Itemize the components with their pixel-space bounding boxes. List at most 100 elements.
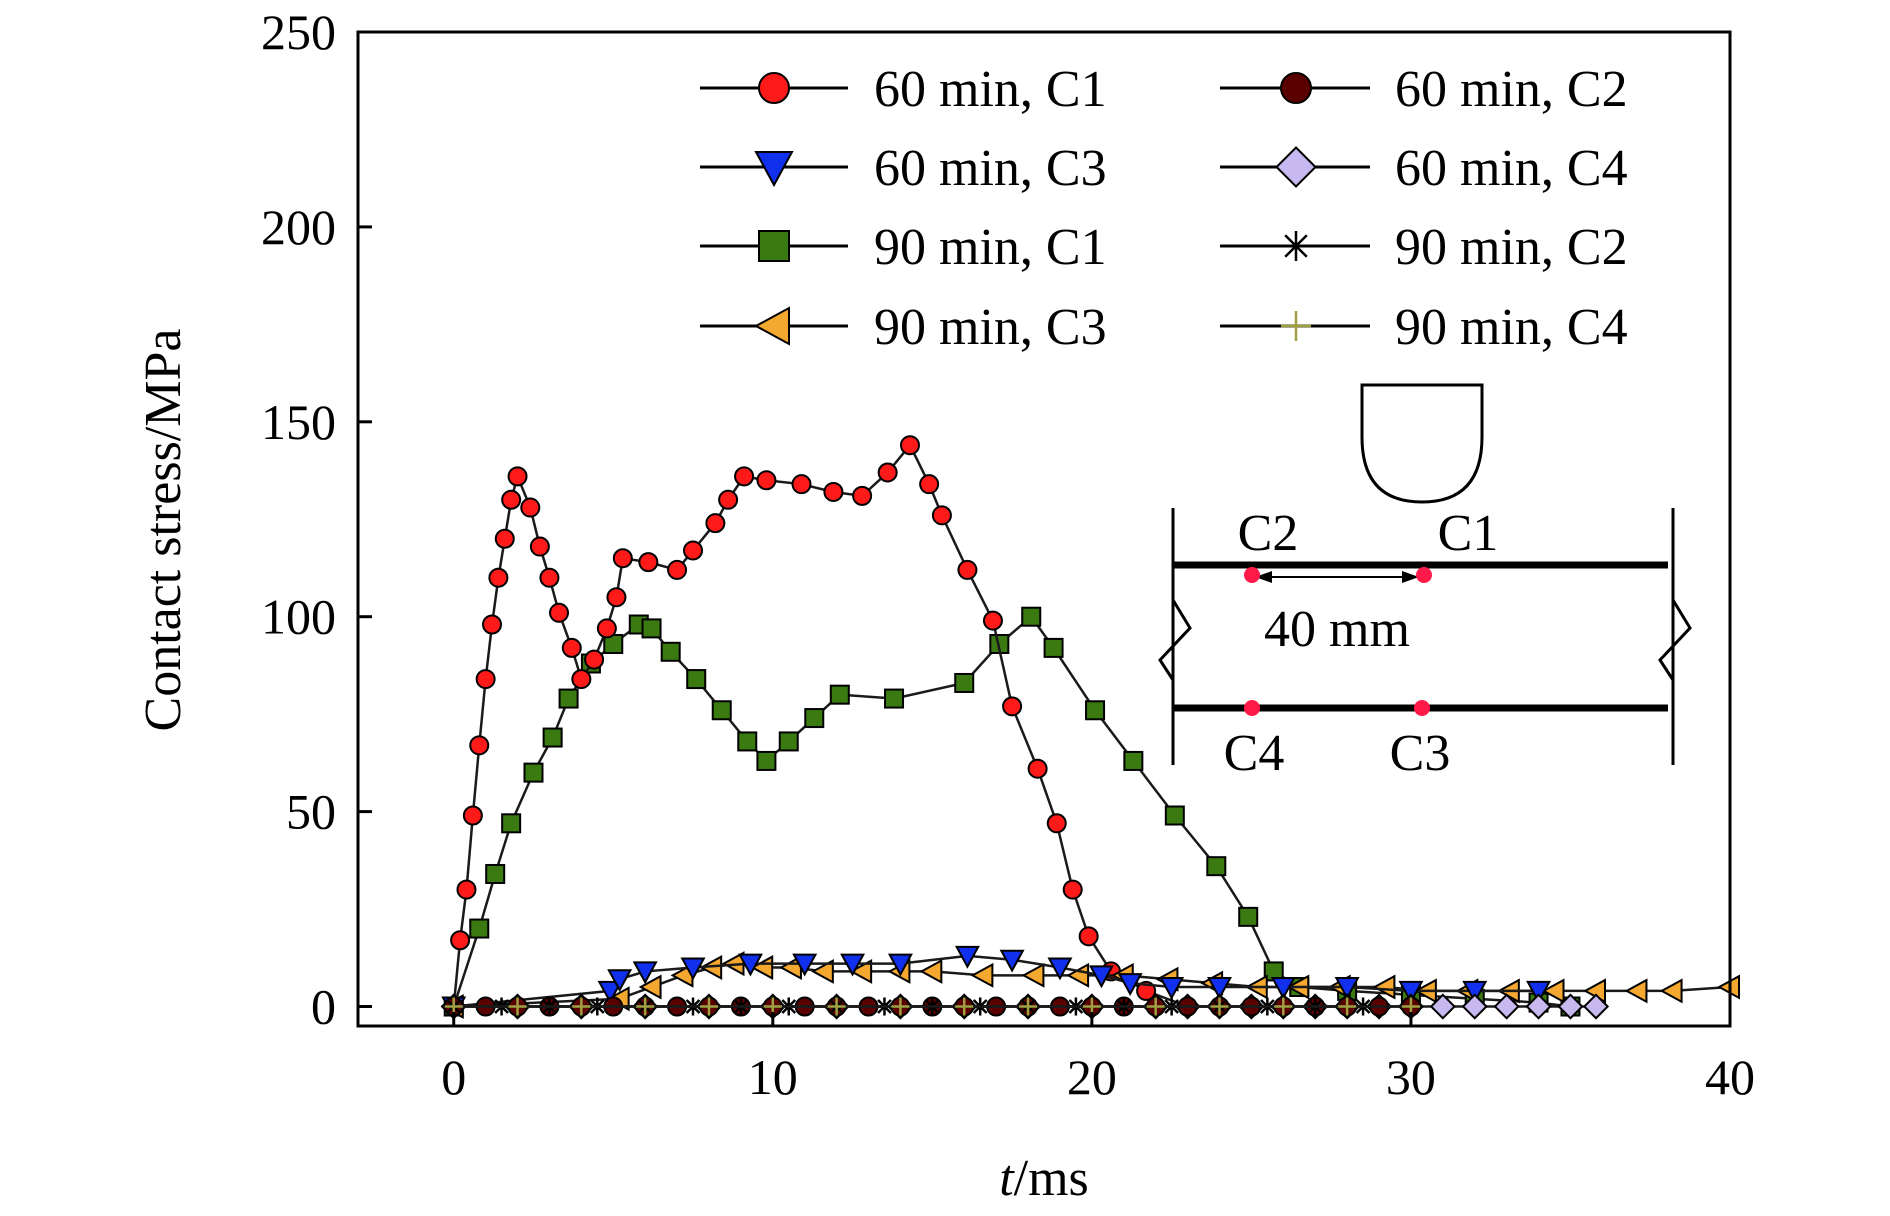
data-point (1429, 993, 1456, 1020)
inset-label-c3: C3 (1390, 725, 1451, 782)
data-point (1088, 965, 1114, 989)
data-point (572, 997, 591, 1016)
legend-marker (1281, 231, 1311, 261)
data-point (750, 955, 774, 981)
series-7 (444, 997, 1420, 1016)
legend-label: 90 min, C4 (1395, 299, 1628, 356)
data-point (891, 997, 910, 1016)
data-point (450, 930, 471, 951)
data-point (1557, 993, 1584, 1020)
data-point (756, 470, 777, 491)
data-point (1159, 977, 1185, 1000)
legend-label: 90 min, C1 (874, 219, 1107, 276)
inset-label-c1: C1 (1438, 505, 1499, 562)
data-point (542, 727, 563, 748)
data-point (632, 961, 658, 985)
legend-entry-1: 60 min, C2 (1220, 61, 1628, 118)
data-point (1164, 805, 1185, 826)
data-point (778, 731, 799, 752)
data-point (1624, 978, 1648, 1004)
data-point (1047, 957, 1073, 981)
data-point (1210, 997, 1229, 1016)
data-point (1027, 758, 1048, 779)
y-tick-label: 250 (261, 4, 336, 60)
legend-label: 60 min, C1 (874, 61, 1107, 118)
x-tick-label: 30 (1386, 1049, 1436, 1105)
data-point (520, 497, 541, 518)
data-point (718, 489, 739, 510)
data-point (529, 536, 550, 557)
data-point (596, 618, 617, 639)
data-point (641, 618, 662, 639)
data-point (756, 750, 777, 771)
y-tick-label: 100 (261, 589, 336, 645)
series-layer (440, 435, 1740, 1020)
data-point (1526, 980, 1552, 1004)
y-tick-label: 150 (261, 394, 336, 450)
data-point (1541, 978, 1565, 1004)
y-tick-label: 0 (311, 979, 336, 1035)
data-point (970, 962, 994, 988)
data-point (1659, 978, 1683, 1004)
gauge-layout-inset: C2 C1 C4 C3 40 mm (1158, 383, 1692, 782)
data-point (852, 485, 873, 506)
y-tick-label: 200 (261, 199, 336, 255)
data-point (660, 641, 681, 662)
data-point (1021, 962, 1045, 988)
data-point (462, 805, 483, 826)
data-point (638, 974, 662, 1000)
data-point (508, 997, 527, 1016)
data-point (1207, 977, 1232, 1000)
data-point (667, 559, 688, 580)
data-point (1019, 997, 1038, 1016)
data-point (1334, 977, 1360, 1000)
data-point (1021, 606, 1042, 627)
data-point (607, 969, 633, 993)
data-point (1582, 993, 1610, 1020)
data-point (549, 602, 570, 623)
data-point (488, 567, 509, 588)
data-point (469, 918, 490, 939)
data-point (1002, 696, 1023, 717)
series-0 (443, 435, 1198, 1017)
data-point (734, 466, 755, 487)
y-axis-label: Contact stress/MPa (135, 329, 192, 732)
legend-label: 60 min, C2 (1395, 61, 1628, 118)
legend-entry-2: 60 min, C3 (700, 140, 1107, 197)
right-break-mark (1658, 599, 1692, 681)
legend: 60 min, C1 60 min, C2 60 min, C3 60 min, C4… (700, 61, 1628, 356)
data-point (737, 953, 763, 977)
data-point (899, 435, 920, 456)
data-point (823, 481, 844, 502)
gauge-point-c3 (1414, 700, 1430, 716)
data-point (501, 489, 522, 510)
data-point (919, 474, 940, 495)
data-point (955, 997, 974, 1016)
data-point (1461, 993, 1488, 1020)
data-point (606, 587, 627, 608)
data-point (1123, 750, 1144, 771)
data-point (1462, 980, 1488, 1004)
data-point (1372, 974, 1396, 1000)
data-point (1238, 906, 1259, 927)
data-point (1493, 993, 1520, 1020)
data-point (612, 548, 633, 569)
data-point (827, 997, 846, 1016)
legend-marker (753, 306, 790, 346)
legend-entry-3: 60 min, C4 (1220, 140, 1628, 197)
series-line (452, 614, 1571, 1008)
plot-frame (356, 30, 1732, 1028)
legend-entry-7: 90 min, C4 (1220, 299, 1628, 356)
legend-marker (1281, 311, 1311, 341)
inset-label-c2: C2 (1238, 505, 1299, 562)
data-point (456, 879, 477, 900)
indenter-shape (1360, 383, 1484, 504)
legend-marker (1280, 72, 1312, 104)
data-point (1078, 926, 1099, 947)
legend-label: 90 min, C2 (1395, 219, 1628, 276)
data-point (711, 700, 732, 721)
data-point (1338, 997, 1357, 1016)
data-point (999, 949, 1025, 973)
data-point (1398, 980, 1424, 1004)
